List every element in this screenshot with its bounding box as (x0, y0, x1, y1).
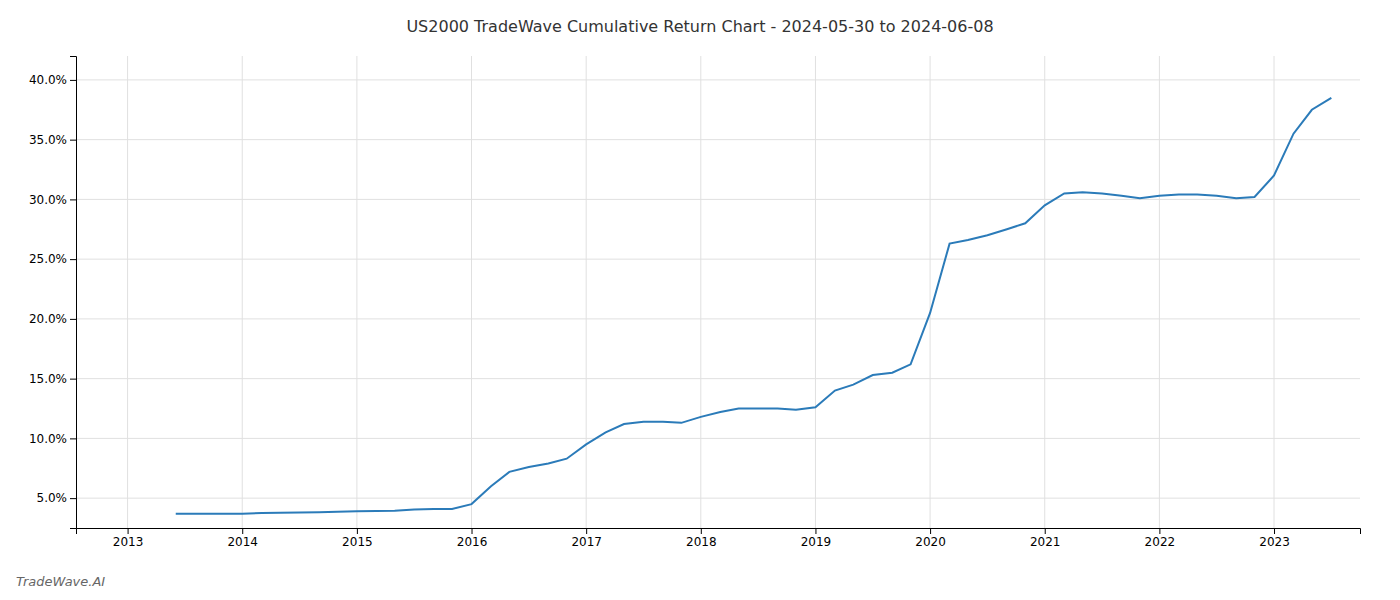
tick-label: 10.0% (29, 432, 67, 446)
grid-line (586, 56, 587, 528)
grid-line (76, 79, 1360, 80)
tick-mark (70, 379, 76, 380)
tick-label: 15.0% (29, 372, 67, 386)
y-tick: 30.0% (29, 193, 76, 207)
y-tick: 25.0% (29, 252, 76, 266)
y-tick: 20.0% (29, 312, 76, 326)
tick-mark (357, 528, 358, 534)
line (176, 98, 1332, 514)
tick-mark (701, 528, 702, 534)
tick-mark (70, 199, 76, 200)
tick-mark (70, 438, 76, 439)
x-axis: 2013 2014 2015 2016 2017 2018 2019 2020 2021 2022… (77, 528, 1361, 549)
plot: 2013 2014 2015 2016 2017 2018 2019 2020 2021 2022… (29, 56, 1361, 549)
tick-label: 5.0% (37, 491, 68, 505)
grid-line (76, 498, 1360, 499)
x-tick: 2018 (686, 528, 717, 549)
tick-label: 2019 (801, 535, 832, 549)
tick-mark (1045, 528, 1046, 534)
tick-mark (1274, 528, 1275, 534)
tick-label: 2018 (686, 535, 717, 549)
tick-mark (70, 140, 76, 141)
y-axis: 5.0% 10.0% 15.0% 20.0% 25.0% 30.0% 35.0% 40.0% (29, 57, 77, 529)
annotation: TradeWave.AI (16, 574, 105, 589)
tick-mark (815, 528, 816, 534)
x-tick: 2015 (342, 528, 373, 549)
grid-line (242, 56, 243, 528)
grid-line (471, 56, 472, 528)
grid (76, 56, 1360, 528)
tick-label: 35.0% (29, 133, 67, 147)
tick-label: 30.0% (29, 193, 67, 207)
x-tick: 2017 (571, 528, 602, 549)
x-tick: 2020 (915, 528, 946, 549)
grid-line (1044, 56, 1045, 528)
tick-mark (472, 528, 473, 534)
tick-label: 2013 (113, 535, 144, 549)
tick-mark (70, 80, 76, 81)
tick-mark (70, 319, 76, 320)
tick-label: 2014 (227, 535, 258, 549)
tick-mark (1159, 528, 1160, 534)
chart: 2013 2014 2015 2016 2017 2018 2019 2020 2021 2022… (0, 0, 1400, 600)
tick-label: 40.0% (29, 73, 67, 87)
x-tick: 2014 (227, 528, 258, 549)
y-tick: 5.0% (37, 491, 77, 505)
x-tick: 2021 (1030, 528, 1061, 549)
grid-line (76, 318, 1360, 319)
grid-line (127, 56, 128, 528)
tick-label: 2016 (457, 535, 488, 549)
tick-mark (128, 528, 129, 534)
tick-mark (242, 528, 243, 534)
tick-label: 2017 (571, 535, 602, 549)
x-tick: 2022 (1145, 528, 1176, 549)
x-tick: 2023 (1259, 528, 1290, 549)
marks (176, 98, 1332, 514)
tick-mark (70, 498, 76, 499)
axis-line (77, 529, 1361, 535)
tick-label: 25.0% (29, 252, 67, 266)
grid-line (930, 56, 931, 528)
grid-line (76, 438, 1360, 439)
x-tick: 2013 (113, 528, 144, 549)
tick-mark (70, 259, 76, 260)
x-tick: 2019 (801, 528, 832, 549)
tick-label: 2021 (1030, 535, 1061, 549)
tick-label: 2015 (342, 535, 373, 549)
y-tick: 15.0% (29, 372, 76, 386)
tick-label: 2023 (1259, 535, 1290, 549)
grid-line (76, 378, 1360, 379)
tick-mark (930, 528, 931, 534)
grid-line (1159, 56, 1160, 528)
title: US2000 TradeWave Cumulative Return Chart… (406, 17, 993, 36)
grid-line (76, 139, 1360, 140)
y-tick: 10.0% (29, 432, 76, 446)
grid-line (815, 56, 816, 528)
axis-line (70, 57, 77, 529)
x-tick: 2016 (457, 528, 488, 549)
tick-mark (586, 528, 587, 534)
tick-label: 2020 (915, 535, 946, 549)
grid-line (76, 199, 1360, 200)
grid-line (356, 56, 357, 528)
y-tick: 35.0% (29, 133, 76, 147)
tick-label: 2022 (1145, 535, 1176, 549)
tick-label: 20.0% (29, 312, 67, 326)
grid-line (76, 259, 1360, 260)
grid-line (700, 56, 701, 528)
y-tick: 40.0% (29, 73, 76, 87)
grid-line (1274, 56, 1275, 528)
